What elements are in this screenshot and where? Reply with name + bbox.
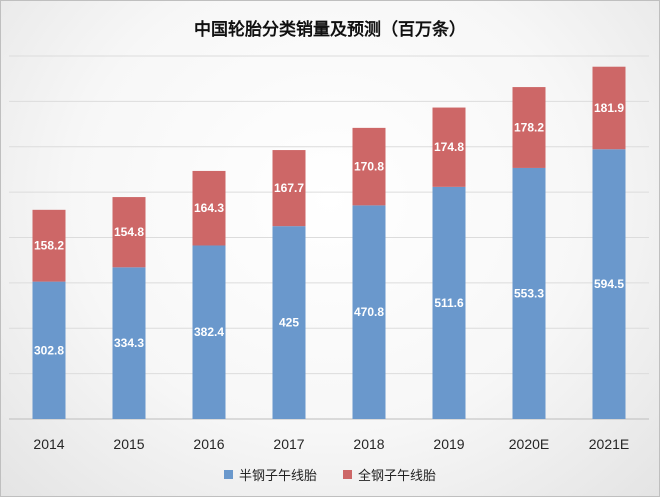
data-label-all-steel: 181.9 xyxy=(594,101,624,115)
legend-item-semi-steel: 半钢子午线胎 xyxy=(223,465,317,484)
bar-all-steel xyxy=(592,66,626,150)
bar-all-steel xyxy=(512,87,546,168)
legend-swatch-all-steel xyxy=(343,470,352,479)
data-label-semi-steel: 553.3 xyxy=(514,286,544,300)
x-tick-label: 2017 xyxy=(273,436,304,452)
bar-all-steel xyxy=(192,170,226,246)
bar-all-steel xyxy=(352,127,386,206)
data-label-all-steel: 158.2 xyxy=(34,239,64,253)
bar-semi-steel xyxy=(112,267,146,419)
data-label-all-steel: 164.3 xyxy=(194,201,224,215)
bar-all-steel xyxy=(112,197,146,268)
bar-semi-steel xyxy=(432,186,466,419)
bar-semi-steel xyxy=(592,149,626,420)
data-label-all-steel: 174.8 xyxy=(434,140,464,154)
legend-swatch-semi-steel xyxy=(223,470,233,479)
data-label-semi-steel: 470.8 xyxy=(354,305,384,319)
legend-label-all-steel: 全钢子午线胎 xyxy=(358,469,437,484)
x-tick-label: 2014 xyxy=(33,436,64,452)
data-label-all-steel: 178.2 xyxy=(514,121,544,135)
data-label-all-steel: 154.8 xyxy=(114,225,144,239)
data-label-semi-steel: 594.5 xyxy=(594,277,624,291)
x-tick-label: 2016 xyxy=(193,436,224,452)
data-label-all-steel: 170.8 xyxy=(354,160,384,174)
bar-all-steel xyxy=(432,107,466,187)
x-tick-label: 2021E xyxy=(589,436,629,452)
bar-semi-steel xyxy=(272,226,306,419)
chart-title: 中国轮胎分类销量及预测（百万条） xyxy=(194,20,466,40)
bar-all-steel xyxy=(32,209,66,282)
legend: 半钢子午线胎 全钢子午线胎 xyxy=(1,465,659,484)
data-label-all-steel: 167.7 xyxy=(274,181,304,195)
bar-semi-steel xyxy=(192,245,226,419)
x-tick-label: 2020E xyxy=(509,436,549,452)
bar-semi-steel xyxy=(352,205,386,419)
x-tick-label: 2019 xyxy=(433,436,464,452)
data-label-semi-steel: 425 xyxy=(279,316,299,330)
data-label-semi-steel: 302.8 xyxy=(34,343,64,357)
data-label-semi-steel: 382.4 xyxy=(194,325,224,339)
x-tick-label: 2018 xyxy=(353,436,384,452)
x-tick-label: 2015 xyxy=(113,436,144,452)
legend-item-all-steel: 全钢子午线胎 xyxy=(343,465,436,484)
data-label-semi-steel: 334.3 xyxy=(114,336,144,350)
bar-semi-steel xyxy=(512,167,546,419)
bar-semi-steel xyxy=(32,281,66,419)
data-label-semi-steel: 511.6 xyxy=(434,296,464,310)
bar-all-steel xyxy=(272,150,306,227)
legend-label-semi-steel: 半钢子午线胎 xyxy=(238,469,317,484)
